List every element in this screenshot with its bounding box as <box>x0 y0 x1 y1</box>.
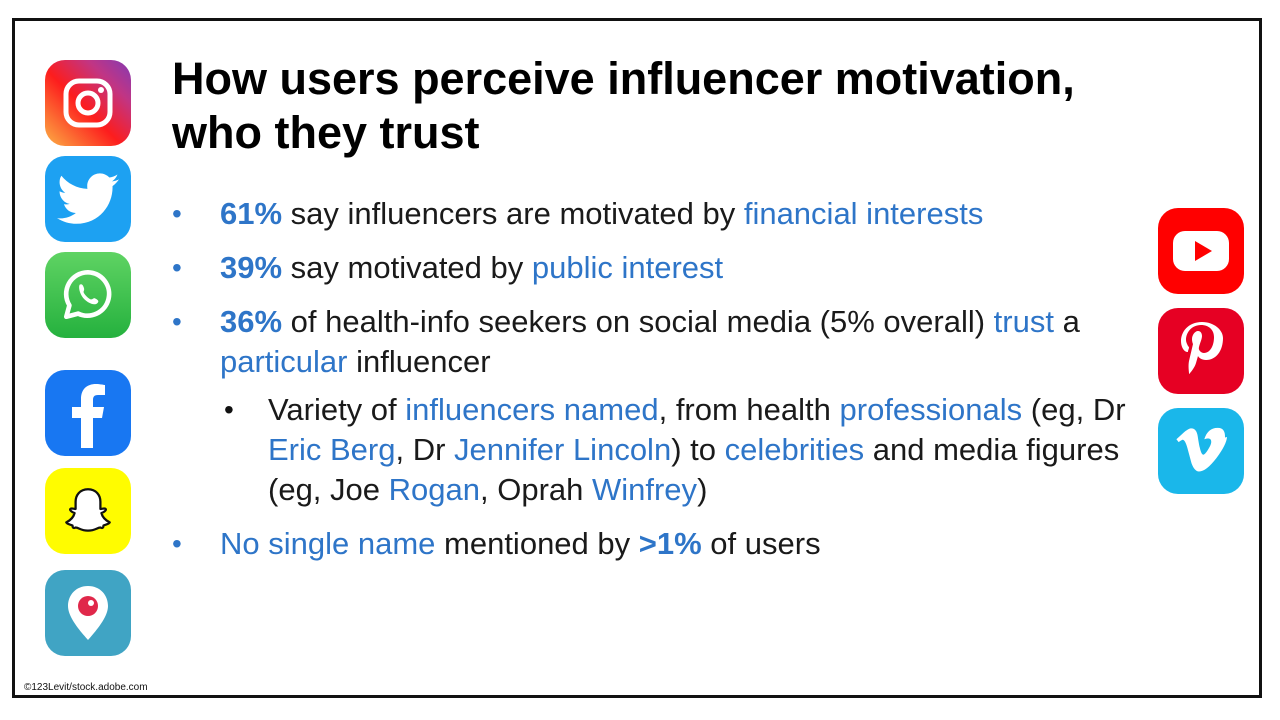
pinterest-icon <box>1158 308 1244 394</box>
bullet-item: • 36% of health-info seekers on social m… <box>172 302 1132 382</box>
slide-frame <box>12 18 1262 698</box>
bullet-item: • No single name mentioned by >1% of use… <box>172 524 1132 564</box>
sub-bullet-marker: • <box>224 394 234 425</box>
bullet-marker: • <box>172 252 182 283</box>
whatsapp-icon <box>45 252 131 338</box>
bullet-text: 39% say motivated by public interest <box>220 250 724 285</box>
bullet-marker: • <box>172 528 182 559</box>
sub-bullet-text: Variety of influencers named, from healt… <box>268 392 1126 507</box>
bullet-text: 61% say influencers are motivated by fin… <box>220 196 984 231</box>
periscope-icon <box>45 570 131 656</box>
image-credit: ©123Levit/stock.adobe.com <box>24 682 148 693</box>
bullet-text: No single name mentioned by >1% of users <box>220 526 821 561</box>
instagram-icon <box>45 60 131 146</box>
slide-title: How users perceive influencer motivation… <box>172 53 1075 158</box>
vimeo-icon <box>1158 408 1244 494</box>
bullet-list: • 61% say influencers are motivated by f… <box>172 194 1132 578</box>
sub-bullet-item: • Variety of influencers named, from hea… <box>172 390 1132 510</box>
facebook-icon <box>45 370 131 456</box>
bullet-marker: • <box>172 306 182 337</box>
snapchat-icon <box>45 468 131 554</box>
bullet-text: 36% of health-info seekers on social med… <box>220 304 1080 379</box>
youtube-icon <box>1158 208 1244 294</box>
bullet-item: • 39% say motivated by public interest <box>172 248 1132 288</box>
bullet-item: • 61% say influencers are motivated by f… <box>172 194 1132 234</box>
bullet-marker: • <box>172 198 182 229</box>
twitter-icon <box>45 156 131 242</box>
